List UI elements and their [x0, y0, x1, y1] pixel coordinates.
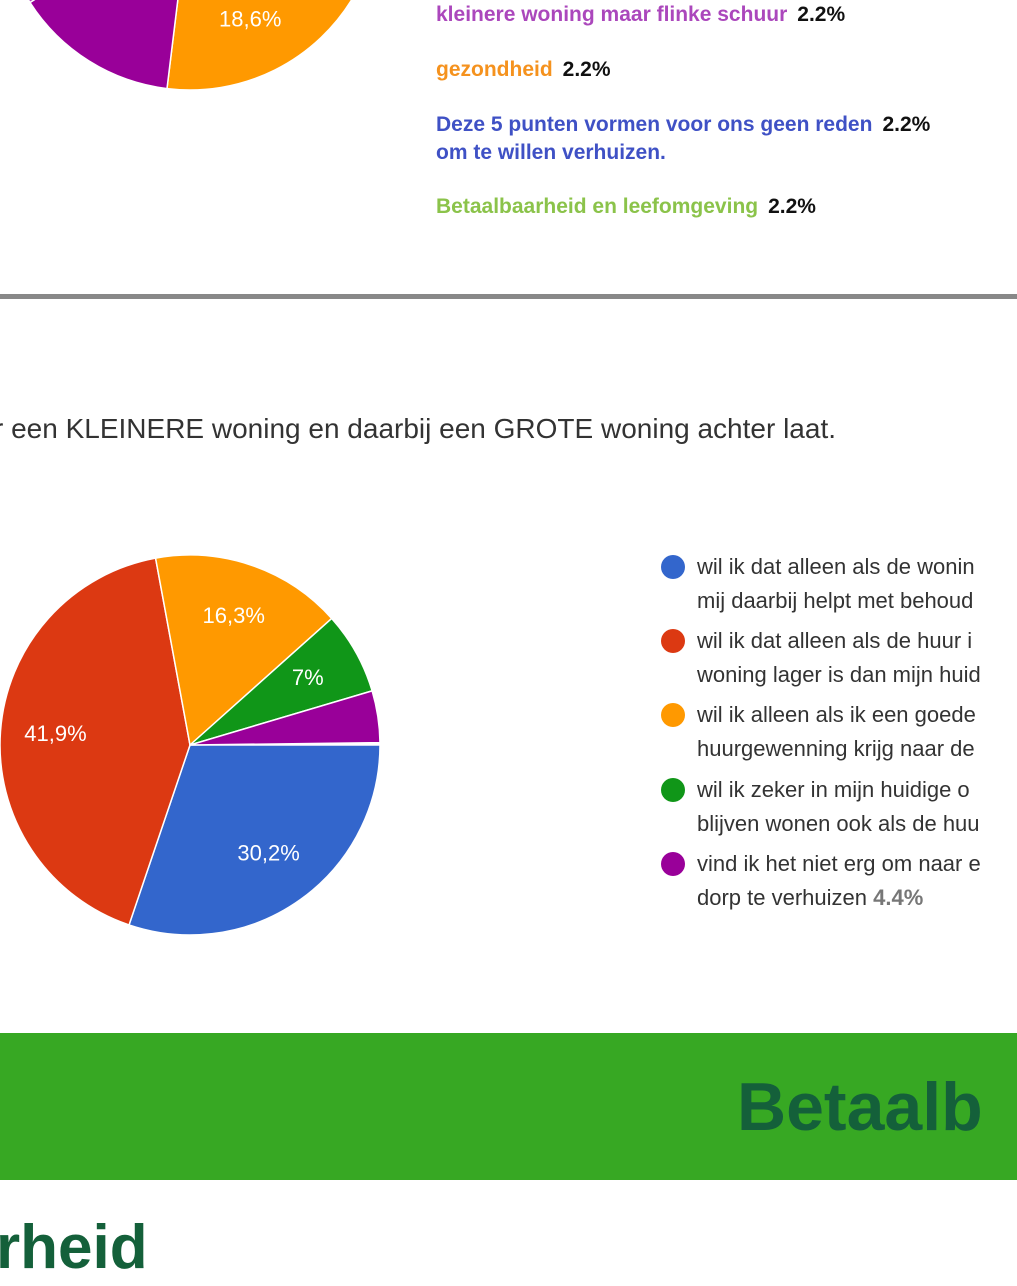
- slice-label: 16,3%: [203, 603, 265, 628]
- legend-value: 2.2%: [797, 3, 846, 26]
- legend-label: Deze 5 punten vormen voor ons geen reden…: [436, 113, 873, 164]
- legend-item: wil ik alleen als ik een goede huurgewen…: [661, 698, 1017, 766]
- pie-slice: [27, 0, 36, 4]
- legend-item: wil ik dat alleen als de wonin mij daarb…: [661, 550, 1017, 618]
- pie-slice: [0, 557, 191, 926]
- legend-label: Betaalbaarheid en leefomgeving: [436, 195, 759, 218]
- legend-value: 2.2%: [882, 113, 931, 136]
- question: r een KLEINERE woning en daarbij een GRO…: [0, 413, 836, 444]
- legend-marker: [661, 703, 685, 727]
- legend-label: vind ik het niet erg om naar e dorp te v…: [697, 851, 981, 910]
- legend-label: wil ik dat alleen als de wonin mij daarb…: [697, 554, 975, 613]
- legend-marker: [661, 555, 685, 579]
- legend-item: kleinere woning maar flinke schuur 2.2%: [436, 1, 845, 29]
- legend-label: wil ik zeker in mijn huidige o blijven w…: [697, 777, 980, 836]
- slice-label: 41,9%: [24, 721, 86, 746]
- legend-label: kleinere woning maar flinke schuur: [436, 3, 788, 26]
- pie-slice: [189, 689, 381, 746]
- legend-marker: [661, 852, 685, 876]
- legend-value: 2.2%: [768, 195, 816, 218]
- legend-item: wil ik dat alleen als de huur i woning l…: [661, 624, 1017, 692]
- legend-label: wil ik dat alleen als de huur i woning l…: [697, 628, 981, 687]
- banner: [0, 1033, 1017, 1180]
- legend-label: wil ik alleen als ik een goede huurgewen…: [697, 702, 976, 761]
- legend-marker: [661, 778, 685, 802]
- pie-slice: [28, 0, 179, 90]
- slice-label: 18,6%: [219, 7, 281, 32]
- banner-title: Betaalb: [737, 1069, 983, 1145]
- legend-value: 2.2%: [562, 58, 611, 81]
- legend-value: 4.4%: [873, 885, 924, 910]
- legend-item: wil ik zeker in mijn huidige o blijven w…: [661, 773, 1017, 841]
- slice-label: 30,2%: [237, 840, 299, 865]
- legend-marker: [661, 629, 685, 653]
- legend-item: gezondheid 2.2%: [436, 56, 611, 84]
- pie-slice: [154, 554, 333, 747]
- heading: rheid: [0, 1213, 148, 1282]
- slice-label: 7%: [292, 665, 324, 690]
- divider: [0, 294, 1017, 299]
- pie-slice: [166, 0, 353, 91]
- legend-label: gezondheid: [436, 58, 553, 81]
- pie-slice: [128, 744, 381, 936]
- legend-item: Deze 5 punten vormen voor ons geen reden…: [436, 111, 930, 167]
- legend-item: vind ik het niet erg om naar e dorp te v…: [661, 847, 1017, 915]
- legend-item: Betaalbaarheid en leefomgeving 2.2%: [436, 193, 816, 221]
